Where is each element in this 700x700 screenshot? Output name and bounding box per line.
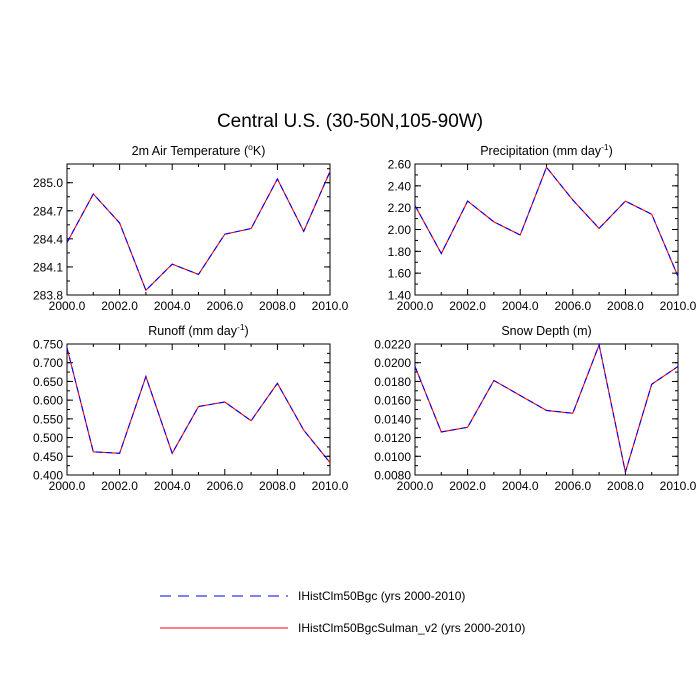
y-tick-label: 0.0140 [374, 412, 411, 426]
x-tick-label: 2002.0 [101, 479, 138, 493]
y-tick-label: 0.0080 [374, 469, 411, 483]
panel-title-tail: ) [245, 324, 249, 338]
x-tick-label: 2000.0 [49, 299, 86, 313]
y-tick-label: 1.80 [388, 245, 412, 259]
y-tick-label: 284.7 [33, 204, 63, 218]
x-tick-label: 2000.0 [397, 299, 434, 313]
x-tick-label: 2010.0 [660, 479, 697, 493]
x-tick-label: 2006.0 [206, 479, 243, 493]
y-tick-label: 0.400 [33, 469, 63, 483]
x-tick-label: 2010.0 [312, 479, 349, 493]
y-tick-label: 0.0200 [374, 356, 411, 370]
x-tick-label: 2004.0 [502, 299, 539, 313]
x-tick-label: 2000.0 [49, 479, 86, 493]
y-tick-label: 0.700 [33, 356, 63, 370]
legend-label-1: IHistClm50BgcSulman_v2 (yrs 2000-2010) [298, 621, 525, 635]
panel-title-main: Runoff (mm day [148, 324, 237, 338]
y-tick-label: 0.450 [33, 450, 63, 464]
y-tick-label: 0.0100 [374, 450, 411, 464]
panel-2: Runoff (mm day-1) 2000.0 2002.0 2004.0 2006.… [33, 322, 349, 493]
y-tick-label: 2.60 [388, 158, 412, 172]
panel-1: Precipitation (mm day-1) 2000.0 2002.0 2004… [388, 142, 697, 313]
y-tick-label: 0.0180 [374, 375, 411, 389]
panel-title-tail: K) [253, 144, 266, 158]
x-tick-label: 2010.0 [312, 299, 349, 313]
y-tick-label: 284.4 [33, 232, 63, 246]
panel-0: 2m Air Temperature (oK) 2000.0 2002.0 2004.… [33, 142, 349, 313]
y-tick-label: 0.600 [33, 394, 63, 408]
panel-title: Runoff (mm day-1) [148, 322, 248, 338]
series-line-0 [66, 347, 331, 463]
y-tick-label: 0.500 [33, 431, 63, 445]
panel-title-superscript: -1 [601, 142, 609, 152]
y-tick-label: 0.550 [33, 412, 63, 426]
panel-title: 2m Air Temperature (oK) [132, 142, 266, 158]
y-tick-label: 0.0220 [374, 338, 411, 352]
y-tick-label: 2.20 [388, 201, 412, 215]
x-tick-label: 2010.0 [660, 299, 697, 313]
y-tick-label: 1.40 [388, 289, 412, 303]
y-tick-label: 1.60 [388, 267, 412, 281]
x-tick-label: 2006.0 [206, 299, 243, 313]
y-tick-label: 283.8 [33, 289, 63, 303]
panel-title-superscript: -1 [237, 322, 245, 332]
legend-label-0: IHistClm50Bgc (yrs 2000-2010) [298, 589, 465, 603]
x-tick-label: 2008.0 [607, 479, 644, 493]
x-tick-label: 2002.0 [449, 479, 486, 493]
panels: 2m Air Temperature (oK) 2000.0 2002.0 2004.… [33, 142, 697, 493]
y-tick-label: 2.00 [388, 223, 412, 237]
x-tick-label: 2004.0 [154, 299, 191, 313]
panel-3: Snow Depth (m) 2000.0 2002.0 2004.0 2006.0 20… [374, 324, 696, 493]
panel-title-superscript: o [248, 142, 253, 152]
x-tick-label: 2008.0 [607, 299, 644, 313]
x-tick-label: 2008.0 [259, 299, 296, 313]
series-line-0 [414, 166, 679, 277]
x-tick-label: 2008.0 [259, 479, 296, 493]
panel-title: Precipitation (mm day-1) [480, 142, 613, 158]
y-tick-label: 0.750 [33, 338, 63, 352]
legend: IHistClm50Bgc (yrs 2000-2010) IHistClm50… [160, 589, 525, 635]
x-tick-label: 2002.0 [101, 299, 138, 313]
figure-title: Central U.S. (30-50N,105-90W) [217, 111, 483, 132]
panel-title-main: Precipitation (mm day [480, 144, 602, 158]
series-line-0 [414, 342, 679, 473]
y-tick-label: 284.1 [33, 260, 63, 274]
panel-title-main: Snow Depth (m) [501, 324, 591, 338]
panel-title: Snow Depth (m) [501, 324, 591, 338]
panel-title-tail: ) [609, 144, 613, 158]
x-tick-label: 2000.0 [397, 479, 434, 493]
series-line-0 [66, 171, 331, 292]
panel-title-main: 2m Air Temperature ( [132, 144, 249, 158]
y-tick-label: 0.650 [33, 375, 63, 389]
y-tick-label: 2.40 [388, 179, 412, 193]
x-tick-label: 2006.0 [554, 299, 591, 313]
x-tick-label: 2004.0 [502, 479, 539, 493]
y-tick-label: 0.0160 [374, 394, 411, 408]
y-tick-label: 285.0 [33, 176, 63, 190]
x-tick-label: 2002.0 [449, 299, 486, 313]
x-tick-label: 2004.0 [154, 479, 191, 493]
y-tick-label: 0.0120 [374, 431, 411, 445]
x-tick-label: 2006.0 [554, 479, 591, 493]
